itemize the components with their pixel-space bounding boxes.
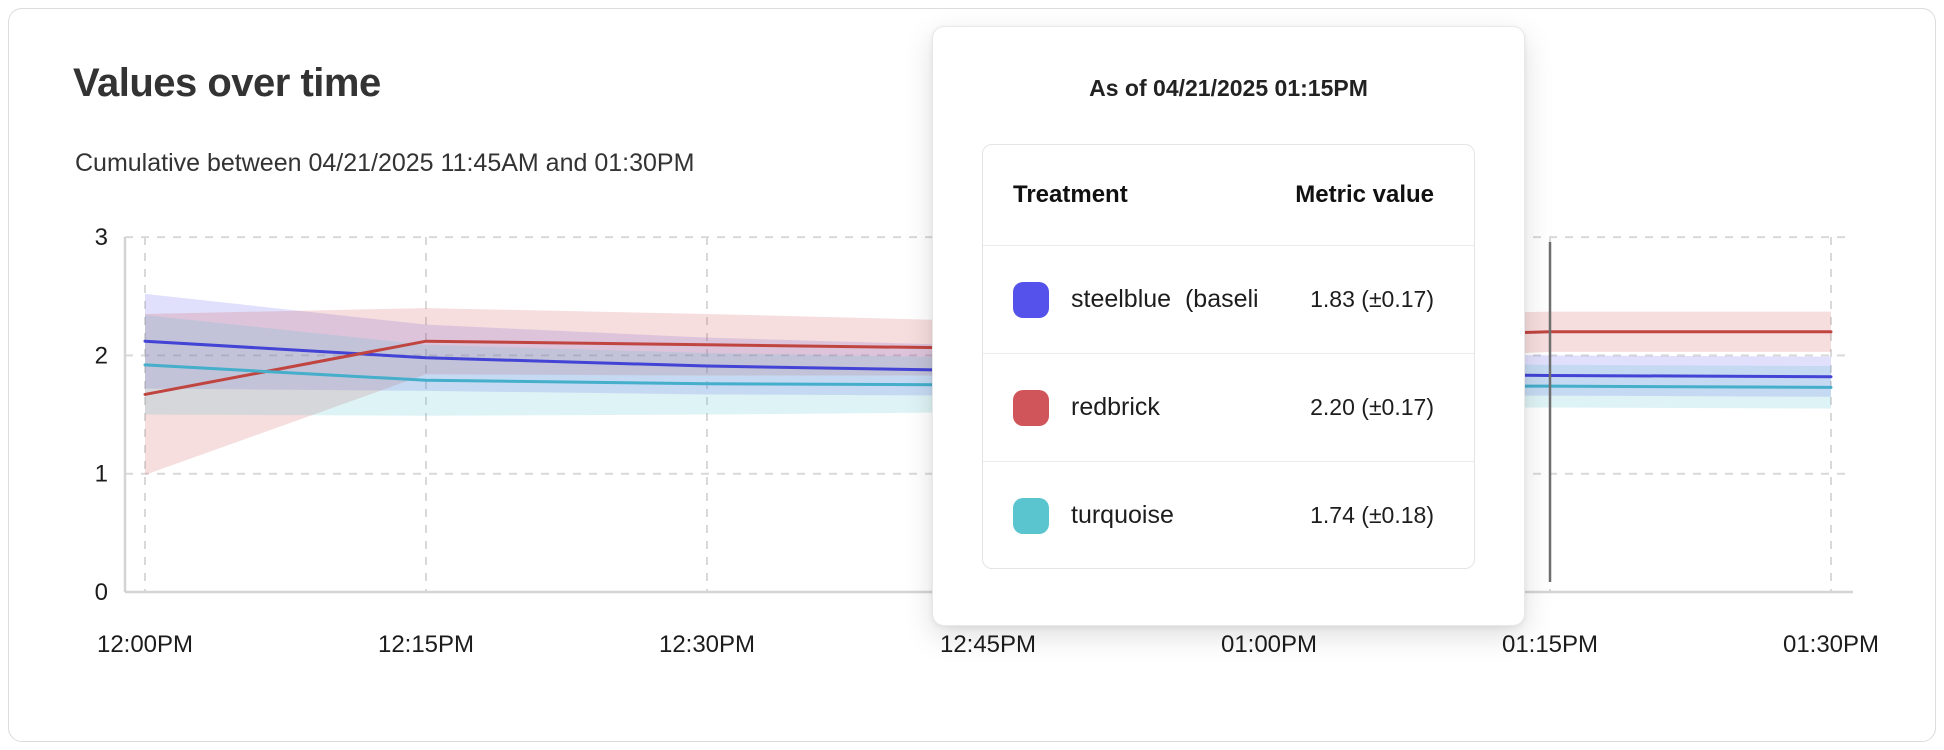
- tooltip-row: turquoise 1.74 (±0.18): [983, 461, 1474, 568]
- x-tick-label: 12:00PM: [97, 631, 193, 658]
- chart-subtitle: Cumulative between 04/21/2025 11:45AM an…: [75, 149, 695, 177]
- y-tick-label: 2: [95, 342, 108, 369]
- series-cell: steelblue (baseli: [1013, 281, 1310, 318]
- series-name: turquoise: [1071, 501, 1174, 529]
- x-tick-label: 01:00PM: [1221, 631, 1317, 658]
- tooltip-header-row: Treatment Metric value: [983, 145, 1474, 245]
- chart-tooltip: As of 04/21/2025 01:15PM Treatment Metri…: [932, 26, 1525, 626]
- tooltip-col-metric-value: Metric value: [1295, 181, 1434, 208]
- series-cell: redbrick: [1013, 389, 1310, 426]
- series-swatch: [1013, 389, 1049, 426]
- series-value: 1.83 (±0.17): [1310, 286, 1434, 312]
- x-tick-label: 01:15PM: [1502, 631, 1598, 658]
- series-value: 1.74 (±0.18): [1310, 502, 1434, 528]
- tooltip-title: As of 04/21/2025 01:15PM: [1089, 75, 1368, 101]
- x-tick-label: 01:30PM: [1783, 631, 1879, 658]
- chart-title: Values over time: [73, 61, 381, 105]
- series-cell: turquoise: [1013, 497, 1310, 534]
- y-tick-label: 3: [95, 224, 108, 251]
- y-tick-label: 0: [95, 579, 108, 606]
- series-name: steelblue (baseli: [1071, 285, 1259, 313]
- series-name: redbrick: [1071, 393, 1160, 421]
- x-tick-label: 12:45PM: [940, 631, 1036, 658]
- x-tick-label: 12:30PM: [659, 631, 755, 658]
- y-tick-label: 1: [95, 461, 108, 488]
- tooltip-row: steelblue (baseli 1.83 (±0.17): [983, 245, 1474, 353]
- series-swatch: [1013, 497, 1049, 534]
- series-swatch: [1013, 281, 1049, 318]
- series-value: 2.20 (±0.17): [1310, 394, 1434, 420]
- tooltip-rows: steelblue (baseli 1.83 (±0.17) redbrick 2.2…: [983, 245, 1474, 568]
- x-tick-label: 12:15PM: [378, 631, 474, 658]
- tooltip-col-treatment: Treatment: [1013, 181, 1128, 208]
- tooltip-table: Treatment Metric value steelblue (baseli…: [982, 144, 1475, 569]
- tooltip-row: redbrick 2.20 (±0.17): [983, 353, 1474, 461]
